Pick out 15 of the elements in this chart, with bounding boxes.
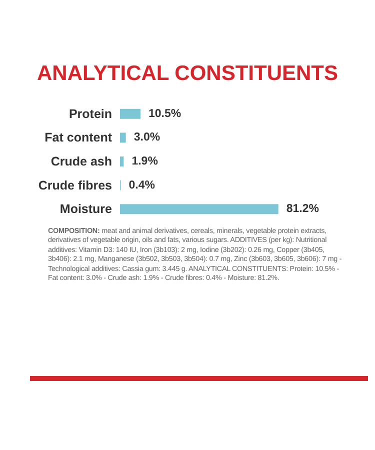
y-tick-label: Protein xyxy=(68,106,112,121)
data-label: 3.0% xyxy=(134,132,160,144)
y-tick-label: Fat content xyxy=(44,130,113,145)
bar xyxy=(120,204,278,214)
bar xyxy=(120,108,140,119)
data-label: 1.9% xyxy=(132,156,158,168)
chart-title: ANALYTICAL CONSTITUENTS xyxy=(36,62,338,85)
data-label: 81.2% xyxy=(286,203,319,216)
y-tick-label: Moisture xyxy=(60,202,112,216)
data-label: 0.4% xyxy=(128,179,155,192)
y-tick-label: Crude fibres xyxy=(38,178,112,192)
bar xyxy=(120,156,124,166)
data-label: 10.5% xyxy=(148,108,182,120)
bar xyxy=(120,132,126,143)
y-tick-label: Crude ash xyxy=(50,154,112,168)
